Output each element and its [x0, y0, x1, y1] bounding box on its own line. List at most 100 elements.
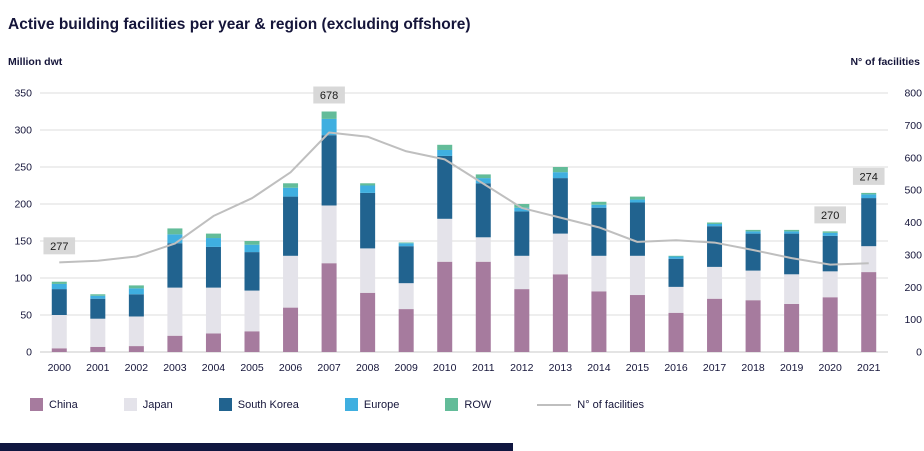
bar-segment-south-korea [244, 252, 260, 291]
bar-segment-china [629, 295, 645, 352]
x-axis-label: 2003 [163, 362, 187, 374]
left-axis-tick-label: 300 [14, 125, 32, 137]
bar-segment-row [822, 231, 838, 233]
bar-segment-row [552, 167, 568, 173]
left-axis-tick-label: 0 [26, 347, 32, 359]
bar-segment-row [321, 111, 337, 119]
bar-segment-japan [822, 271, 838, 298]
bar-segment-europe [321, 118, 337, 136]
annotation-label: 277 [50, 241, 68, 253]
legend-item-label: Europe [363, 398, 400, 411]
legend-item-label: N° of facilities [577, 398, 645, 411]
bar-segment-china [283, 307, 299, 352]
legend-item-label: Japan [142, 398, 173, 411]
x-axis-label: 2021 [857, 362, 881, 374]
bar-segment-china [514, 289, 530, 352]
bar-segment-japan [514, 255, 530, 290]
bar-segment-japan [861, 246, 877, 273]
bar-segment-china [398, 309, 414, 352]
bar-segment-row [629, 196, 645, 200]
chart-legend: China Japan South Korea Europe ROW N° of faci… [30, 398, 644, 411]
left-axis-caption: Million dwt [8, 56, 63, 68]
bar-segment-china [668, 312, 684, 352]
annotation-label: 274 [860, 171, 878, 183]
left-axis-tick-label: 350 [14, 88, 32, 100]
legend-item-china: China [30, 398, 78, 411]
left-axis-tick-label: 100 [14, 273, 32, 285]
bar-segment-japan [591, 255, 607, 292]
legend-item-label: South Korea [237, 398, 299, 411]
bar-segment-row [745, 229, 761, 232]
legend-color-swatch [30, 398, 43, 411]
x-axis-label: 2018 [741, 362, 765, 374]
x-axis-label: 2000 [48, 362, 72, 374]
bar-segment-row [205, 233, 221, 239]
bar-segment-south-korea [668, 258, 684, 287]
bar-segment-south-korea [707, 226, 723, 267]
bar-segment-europe [51, 283, 67, 290]
x-axis-label: 2013 [549, 362, 573, 374]
bar-segment-europe [514, 207, 530, 212]
bar-segment-row [668, 255, 684, 257]
bar-segment-south-korea [167, 243, 183, 288]
bar-segment-row [283, 183, 299, 188]
bar-segment-south-korea [283, 196, 299, 256]
legend-item-n-of-facilities: N° of facilities [537, 399, 644, 411]
bar-segment-china [167, 335, 183, 352]
bar-segment-japan [205, 287, 221, 334]
bar-segment-china [128, 346, 144, 352]
right-axis-caption: N° of facilities [850, 56, 920, 68]
bar-segment-row [475, 174, 491, 179]
bar-segment-japan [321, 205, 337, 264]
legend-item-europe: Europe [344, 398, 400, 411]
right-axis-tick-label: 400 [904, 217, 922, 229]
bar-segment-south-korea [861, 198, 877, 247]
x-axis-label: 2016 [664, 362, 688, 374]
bar-segment-south-korea [745, 233, 761, 271]
bar-segment-south-korea [321, 135, 337, 206]
x-axis-label: 2014 [587, 362, 611, 374]
bar-segment-row [437, 144, 453, 150]
bar-segment-japan [51, 315, 67, 349]
bar-segment-south-korea [90, 298, 106, 319]
bar-segment-europe [707, 223, 723, 227]
bar-segment-south-korea [629, 202, 645, 256]
bar-segment-europe [128, 288, 144, 295]
bar-segment-europe [90, 295, 106, 299]
annotation-box [313, 86, 345, 104]
right-axis-tick-label: 0 [916, 347, 922, 359]
bar-segment-europe [822, 232, 838, 236]
bar-segment-japan [167, 287, 183, 336]
annotation-box [852, 167, 885, 185]
bar-segment-europe [475, 178, 491, 184]
x-axis-label: 2002 [125, 362, 149, 374]
bar-segment-south-korea [51, 289, 67, 315]
bar-segment-japan [244, 290, 260, 332]
bar-segment-europe [629, 199, 645, 203]
bar-segment-europe [398, 243, 414, 247]
bar-segment-europe [283, 187, 299, 197]
right-axis-tick-label: 700 [904, 120, 922, 132]
bar-segment-row [244, 241, 260, 245]
right-axis-tick-label: 200 [904, 282, 922, 294]
bar-segment-row [398, 242, 414, 244]
legend-color-swatch [218, 398, 232, 411]
bar-segment-china [861, 272, 877, 352]
bar-segment-china [321, 263, 337, 352]
bar-segment-europe [591, 204, 607, 208]
annotation-box [814, 206, 846, 224]
right-axis-tick-label: 300 [904, 249, 922, 261]
legend-item-south-korea: South Korea [218, 398, 299, 411]
bar-segment-china [784, 303, 800, 352]
bar-segment-south-korea [205, 246, 221, 288]
bar-segment-japan [745, 270, 761, 301]
bar-segment-europe [437, 149, 453, 156]
bar-segment-row [707, 222, 723, 224]
left-axis-tick-label: 50 [20, 310, 32, 322]
legend-color-swatch [123, 398, 137, 411]
bar-segment-china [205, 333, 221, 352]
bar-segment-south-korea [437, 155, 453, 219]
left-axis-tick-label: 250 [14, 162, 32, 174]
